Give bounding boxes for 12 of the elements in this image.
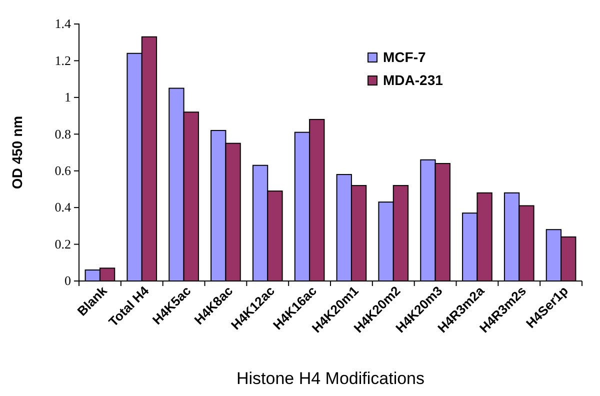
x-axis-title: Histone H4 Modifications (236, 369, 425, 388)
y-tick-label: 0.2 (54, 236, 71, 252)
y-tick-label: 0 (64, 273, 71, 288)
y-tick-label: 1.4 (54, 16, 72, 32)
y-tick-label: 0.6 (54, 163, 72, 178)
y-tick-label: 1.2 (54, 52, 71, 68)
y-tick-label: 0.8 (54, 126, 71, 142)
y-tick-label: 1 (64, 90, 71, 105)
y-tick-label: 0.4 (54, 200, 72, 215)
legend-label: MDA-231 (383, 72, 444, 88)
legend-label: MCF-7 (383, 49, 426, 65)
y-axis-title: OD 450 nm (9, 116, 25, 190)
